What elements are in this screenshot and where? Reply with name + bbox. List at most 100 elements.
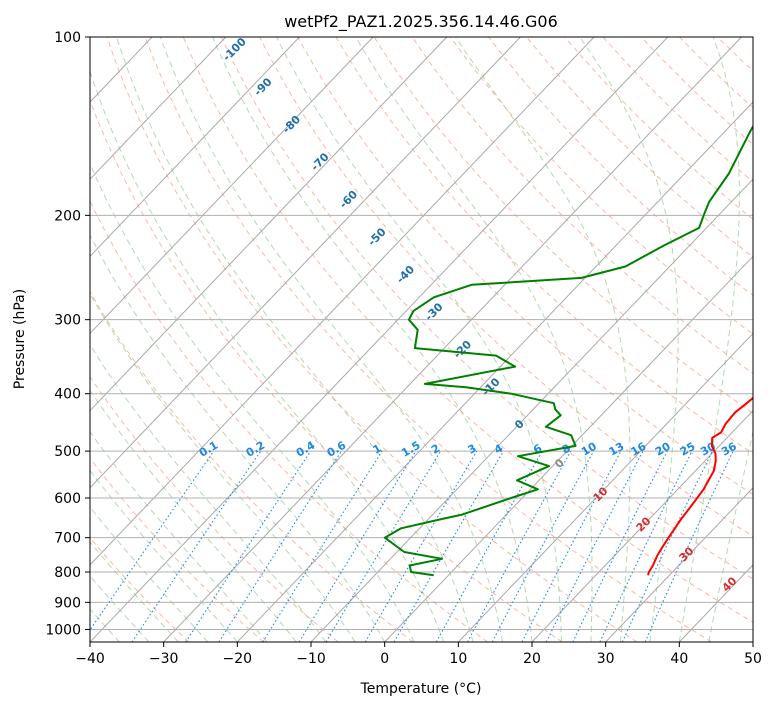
isotherm-line <box>163 37 742 642</box>
moist-adiabats <box>90 37 753 642</box>
temperature-profile-line <box>647 396 753 576</box>
y-tick-label: 700 <box>54 531 81 547</box>
dry-adiabat-line <box>756 37 775 642</box>
dry-adiabat-line <box>90 290 414 642</box>
isotherm-line <box>90 37 521 489</box>
moist-adiabat-line <box>579 37 679 642</box>
moist-adiabat-line <box>90 344 327 642</box>
isotherm-line <box>90 37 300 258</box>
moist-adiabat-line <box>116 37 474 642</box>
isotherm-label: -50 <box>365 225 388 248</box>
x-tick-label: 50 <box>744 651 762 667</box>
isotherm-label: -70 <box>308 150 331 173</box>
isotherm-line <box>90 37 374 335</box>
isotherm-line <box>457 332 753 642</box>
y-tick-label: 100 <box>54 30 81 46</box>
y-axis-ticks: 100 200 300 400 500 600 700 800 900 1000 <box>45 30 90 638</box>
plot-area: 0.1 0.2 0.4 0.6 1 1.5 2 3 4 6 8 10 13 16 20 25 30 36-100-… <box>90 35 775 642</box>
dewpoint-profile-line <box>383 124 753 577</box>
dry-adiabat-label: 40 <box>720 574 740 594</box>
isotherm-line <box>531 409 753 642</box>
y-tick-label: 500 <box>54 444 81 460</box>
isotherm-line <box>90 37 227 180</box>
sounding-series <box>383 124 753 577</box>
moist-adiabat-line <box>212 37 533 642</box>
moist-adiabat-line <box>455 37 631 642</box>
moist-adiabat-line <box>678 37 740 642</box>
mixing-ratio-line <box>218 450 342 642</box>
dry-adiabats <box>90 37 775 642</box>
x-axis-ticks: −40 −30 −20 −10 0 10 20 30 40 50 <box>75 642 762 667</box>
dry-adiabat-line <box>449 37 753 335</box>
dry-adiabat-line <box>90 200 488 642</box>
isotherm-line <box>90 37 669 642</box>
moist-adiabat-line <box>90 469 238 642</box>
moist-adiabat-line <box>708 429 753 642</box>
isotherm-line <box>384 255 753 642</box>
mixing-ratio-line <box>521 450 622 642</box>
moist-adiabat-line <box>90 292 356 642</box>
pressure-gridlines <box>90 37 753 630</box>
isotherm-line <box>90 37 448 412</box>
mixing-ratio-line <box>545 450 644 642</box>
y-tick-label: 800 <box>54 565 81 581</box>
x-axis-label: Temperature (°C) <box>360 681 482 697</box>
y-tick-label: 600 <box>54 491 81 507</box>
mixing-ratio-line <box>131 450 262 642</box>
x-tick-label: −20 <box>223 651 253 667</box>
mixing-ratio-label: 1 <box>371 442 384 457</box>
mixing-ratio-line <box>90 450 215 631</box>
x-tick-label: 10 <box>449 651 467 667</box>
x-tick-label: 30 <box>597 651 615 667</box>
dry-adiabat-line <box>90 537 190 642</box>
mixing-ratio-label: 0.1 <box>197 439 220 460</box>
isotherm-label: -90 <box>251 75 274 98</box>
mixing-ratio-label: 1.5 <box>399 439 422 460</box>
mixing-ratio-line <box>491 450 595 642</box>
x-tick-label: −10 <box>296 651 326 667</box>
mixing-ratio-line <box>298 450 417 642</box>
dry-adiabat-line <box>144 37 712 642</box>
isotherm-line <box>605 487 753 642</box>
moist-adiabat-line <box>355 37 593 642</box>
dry-adiabat-line <box>182 37 753 623</box>
dry-adiabat-line <box>526 37 753 258</box>
mixing-ratio-line <box>364 450 478 642</box>
mixing-ratio-line <box>572 450 668 642</box>
dry-adiabat-line <box>90 99 563 642</box>
isotherm-line <box>752 641 753 642</box>
skewed-isotherms <box>90 37 753 642</box>
isotherm-label: -10 <box>479 375 502 398</box>
chart-title: wetPf2_PAZ1.2025.356.14.46.G06 <box>284 12 558 32</box>
mixing-ratio-label: 25 <box>678 440 698 459</box>
isotherm-line <box>310 178 753 642</box>
isotherm-line <box>236 101 753 642</box>
dry-adiabat-line <box>717 37 753 72</box>
x-tick-label: −40 <box>75 651 105 667</box>
isotherm-label: -80 <box>280 113 303 136</box>
dry-adiabat-line <box>564 37 753 220</box>
dry-adiabat-line <box>220 37 753 580</box>
isotherm-label: -100 <box>220 35 249 64</box>
moist-adiabat-line <box>90 233 386 642</box>
x-tick-label: 0 <box>380 651 389 667</box>
mixing-ratio-lines <box>90 450 734 642</box>
x-tick-label: 40 <box>670 651 688 667</box>
moist-adiabat-line <box>90 389 297 642</box>
moist-adiabat-line <box>159 37 503 642</box>
moist-adiabat-line <box>276 37 562 642</box>
y-axis-label: Pressure (hPa) <box>12 289 28 389</box>
isotherm-label: -40 <box>394 263 417 286</box>
mixing-ratio-line <box>185 450 312 642</box>
mixing-ratio-label: 10 <box>579 440 599 459</box>
moist-adiabat-line <box>90 431 268 642</box>
dry-adiabat-line <box>488 37 753 297</box>
dry-adiabat-line <box>259 37 753 537</box>
plot-frame <box>89 36 754 643</box>
isotherm-line <box>90 37 595 566</box>
x-tick-label: −30 <box>149 651 179 667</box>
mixing-ratio-line <box>325 450 442 642</box>
dry-adiabat-label: 30 <box>677 544 697 564</box>
mixing-ratio-label: 20 <box>653 440 673 459</box>
moist-adiabat-line <box>90 69 445 642</box>
